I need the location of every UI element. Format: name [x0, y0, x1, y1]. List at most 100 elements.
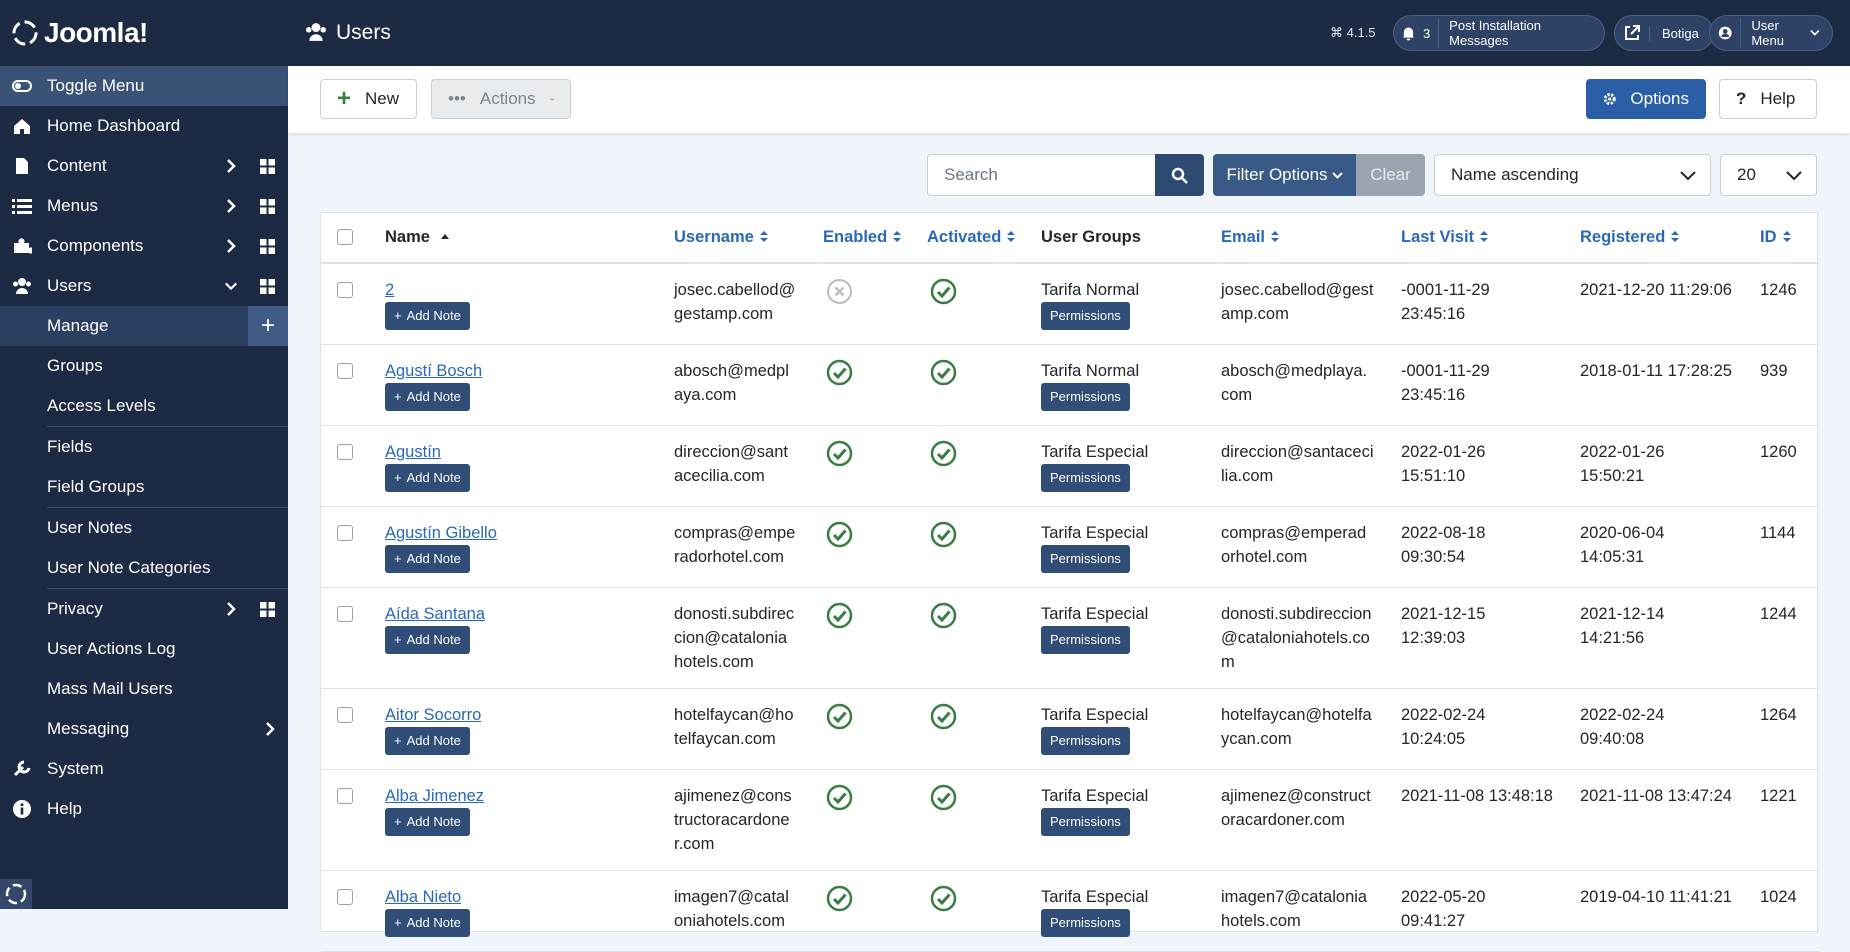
- search-input[interactable]: Search: [927, 154, 1156, 196]
- row-checkbox[interactable]: [336, 525, 353, 541]
- user-name-link[interactable]: Aída Santana: [385, 605, 485, 623]
- row-checkbox[interactable]: [336, 282, 353, 298]
- column-header[interactable]: Enabled: [806, 213, 910, 264]
- user-name-link[interactable]: 2: [385, 281, 395, 299]
- status-on-icon[interactable]: [930, 440, 957, 467]
- add-note-button[interactable]: + Add Note: [385, 464, 470, 492]
- permissions-button[interactable]: Permissions: [1041, 727, 1130, 755]
- submenu-item[interactable]: User Actions Log: [0, 629, 288, 669]
- status-on-icon[interactable]: [826, 359, 853, 386]
- status-on-icon[interactable]: [930, 602, 957, 629]
- menu-item[interactable]: System: [0, 749, 288, 789]
- row-checkbox[interactable]: [336, 363, 353, 379]
- submenu-item[interactable]: User Note Categories: [0, 548, 288, 588]
- user-name-link[interactable]: Alba Jimenez: [385, 787, 485, 805]
- status-on-icon[interactable]: [930, 703, 957, 730]
- ordering-select[interactable]: Name ascending: [1434, 154, 1711, 196]
- add-note-button[interactable]: + Add Note: [385, 383, 470, 411]
- new-button[interactable]: + New: [320, 79, 417, 119]
- user-name-link[interactable]: Agustín: [385, 443, 441, 461]
- status-on-icon[interactable]: [826, 784, 853, 811]
- column-header[interactable]: ID: [1743, 213, 1819, 264]
- row-checkbox[interactable]: [336, 788, 353, 804]
- permissions-button[interactable]: Permissions: [1041, 545, 1130, 573]
- submenu-item[interactable]: Mass Mail Users: [0, 669, 288, 709]
- mini-logo[interactable]: [0, 879, 32, 909]
- row-checkbox[interactable]: [336, 444, 353, 460]
- status-on-icon[interactable]: [930, 885, 957, 912]
- status-off-icon[interactable]: [826, 278, 853, 305]
- toggle-menu[interactable]: Toggle Menu: [0, 66, 288, 106]
- column-header[interactable]: Registered: [1563, 213, 1743, 264]
- user-menu[interactable]: User Menu: [1709, 15, 1833, 51]
- label: User Menu: [1740, 18, 1802, 48]
- help-button[interactable]: ? Help: [1719, 79, 1817, 119]
- permissions-button[interactable]: Permissions: [1041, 302, 1130, 330]
- menu-item[interactable]: Home Dashboard: [0, 106, 288, 146]
- permissions-button[interactable]: Permissions: [1041, 383, 1130, 411]
- actions-button[interactable]: ••• Actions: [431, 79, 571, 119]
- add-button[interactable]: +: [248, 306, 288, 346]
- add-note-button[interactable]: + Add Note: [385, 808, 470, 836]
- status-on-icon[interactable]: [930, 278, 957, 305]
- version: ⌘ 4.1.5: [1330, 25, 1376, 40]
- submenu-item[interactable]: User Notes: [0, 508, 288, 548]
- add-note-button[interactable]: + Add Note: [385, 302, 470, 330]
- permissions-button[interactable]: Permissions: [1041, 464, 1130, 492]
- status-on-icon[interactable]: [826, 703, 853, 730]
- user-name-link[interactable]: Agustí Bosch: [385, 362, 483, 380]
- submenu-item[interactable]: Field Groups: [0, 467, 288, 507]
- submenu-item[interactable]: Access Levels: [0, 386, 288, 426]
- menu-item[interactable]: Users: [0, 266, 288, 306]
- row-checkbox[interactable]: [336, 889, 353, 905]
- submenu-item[interactable]: Groups: [0, 346, 288, 386]
- status-on-icon[interactable]: [930, 359, 957, 386]
- menu-item[interactable]: Help: [0, 789, 288, 829]
- permissions-button[interactable]: Permissions: [1041, 909, 1130, 937]
- messages-button[interactable]: 3 Post Installation Messages: [1393, 15, 1605, 51]
- user-name-link[interactable]: Agustín Gibello: [385, 524, 497, 542]
- last-visit-cell: 2022-02-24 10:24:05: [1384, 688, 1563, 770]
- status-on-icon[interactable]: [930, 521, 957, 548]
- submenu-item[interactable]: Manage +: [0, 306, 288, 346]
- label: User Actions Log: [47, 639, 176, 658]
- filter-options-button[interactable]: Filter Options: [1213, 154, 1356, 196]
- status-on-icon[interactable]: [930, 784, 957, 811]
- select-all[interactable]: [336, 229, 353, 245]
- label: Add Note: [406, 814, 461, 829]
- column-header[interactable]: Username: [657, 213, 806, 264]
- column-header[interactable]: Name: [368, 213, 657, 264]
- menu-item[interactable]: Components: [0, 226, 288, 266]
- add-note-button[interactable]: + Add Note: [385, 909, 470, 937]
- site-button[interactable]: Botiga: [1614, 15, 1714, 51]
- status-on-icon[interactable]: [826, 521, 853, 548]
- column-header[interactable]: Email: [1204, 213, 1384, 264]
- status-on-icon[interactable]: [826, 440, 853, 467]
- permissions-button[interactable]: Permissions: [1041, 808, 1130, 836]
- options-button[interactable]: Options: [1586, 79, 1706, 119]
- column-header[interactable]: Last Visit: [1384, 213, 1563, 264]
- submenu-item[interactable]: Fields: [0, 427, 288, 467]
- user-name-link[interactable]: Alba Nieto: [385, 888, 462, 906]
- registered-cell: 2021-12-20 11:29:06: [1563, 263, 1743, 345]
- submenu-item[interactable]: Messaging: [0, 709, 288, 749]
- menu-item[interactable]: Menus: [0, 186, 288, 226]
- permissions-button[interactable]: Permissions: [1041, 626, 1130, 654]
- row-checkbox[interactable]: [336, 606, 353, 622]
- search-button[interactable]: [1155, 154, 1204, 196]
- limit-select[interactable]: 20: [1720, 154, 1817, 196]
- add-note-button[interactable]: + Add Note: [385, 545, 470, 573]
- user-name-link[interactable]: Aitor Socorro: [385, 706, 482, 724]
- row-checkbox[interactable]: [336, 707, 353, 723]
- name-cell: Agustín + Add Note: [368, 425, 657, 507]
- submenu-item[interactable]: Privacy: [0, 589, 288, 629]
- clear-button[interactable]: Clear: [1356, 154, 1425, 196]
- menu-item[interactable]: Content: [0, 146, 288, 186]
- status-on-icon[interactable]: [826, 885, 853, 912]
- brand[interactable]: Joomla!: [0, 0, 288, 66]
- column-header[interactable]: Activated: [910, 213, 1024, 264]
- add-note-button[interactable]: + Add Note: [385, 626, 470, 654]
- label: Users: [47, 276, 92, 295]
- add-note-button[interactable]: + Add Note: [385, 727, 470, 755]
- status-on-icon[interactable]: [826, 602, 853, 629]
